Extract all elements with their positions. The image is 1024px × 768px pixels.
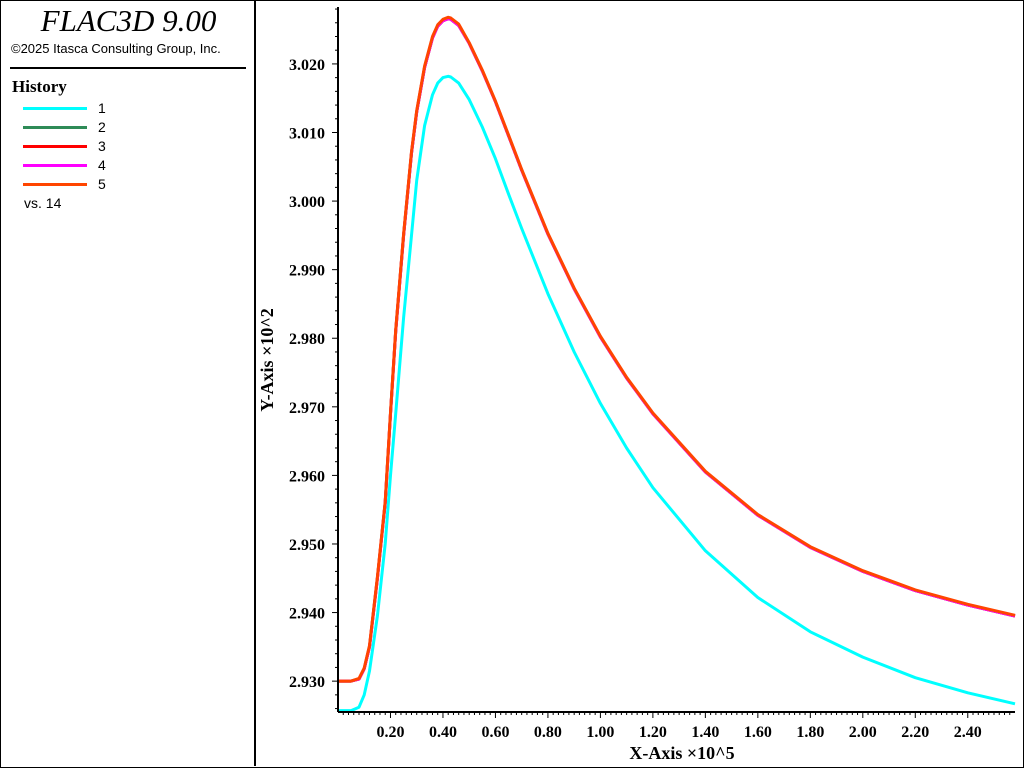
x-tick-label: 1.40 xyxy=(691,724,719,741)
app-title: FLAC3D 9.00 xyxy=(40,3,217,38)
legend-swatch-1 xyxy=(23,107,87,110)
legend-swatch-3 xyxy=(23,145,87,148)
copyright-text: ©2025 Itasca Consulting Group, Inc. xyxy=(11,41,221,56)
legend-label-3: 3 xyxy=(98,138,106,154)
legend-item-2: 2 xyxy=(23,118,223,136)
legend-item-3: 3 xyxy=(23,137,223,155)
y-tick-label: 3.000 xyxy=(289,194,325,211)
x-tick-label: 1.20 xyxy=(639,724,667,741)
series-group xyxy=(338,15,1016,713)
legend-swatch-2 xyxy=(23,126,87,129)
x-tick-label: 1.00 xyxy=(586,724,614,741)
title-divider xyxy=(10,67,246,69)
y-tick-label: 2.940 xyxy=(289,606,325,623)
ticks-group: 0.20 0.40 0.60 0.80 1.00 1.20 1.40 1.60 1.80 2.00… xyxy=(289,8,1011,741)
x-tick-label: 2.40 xyxy=(954,724,982,741)
x-tick-label: 1.80 xyxy=(796,724,824,741)
y-tick-label: 2.980 xyxy=(289,331,325,348)
legend-swatch-5 xyxy=(23,183,87,186)
legend-heading: History xyxy=(12,77,67,96)
legend-item-4: 4 xyxy=(23,156,223,174)
legend-vs-label: vs. 14 xyxy=(24,195,62,211)
y-tick-label: 3.020 xyxy=(289,57,325,74)
legend-label-5: 5 xyxy=(98,176,106,192)
x-tick-label: 2.00 xyxy=(849,724,877,741)
series-line-1 xyxy=(338,74,1016,713)
y-tick-label: 2.970 xyxy=(289,400,325,417)
axes-group xyxy=(337,7,1015,713)
y-axis-label: Y-Axis ×10^2 xyxy=(257,308,277,412)
legend-swatch-4 xyxy=(23,164,87,167)
series-line-5 xyxy=(338,15,1016,683)
x-tick-label: 2.20 xyxy=(901,724,929,741)
y-tick-label: 2.930 xyxy=(289,674,325,691)
legend-panel: FLAC3D 9.00 ©2025 Itasca Consulting Grou… xyxy=(1,1,256,766)
legend-item-5: 5 xyxy=(23,175,223,193)
x-axis-label: X-Axis ×10^5 xyxy=(629,743,734,763)
legend-item-1: 1 xyxy=(23,99,223,117)
legend-label-1: 1 xyxy=(98,100,106,116)
y-tick-label: 3.010 xyxy=(289,126,325,143)
series-line-2 xyxy=(338,17,1016,683)
y-tick-label: 2.960 xyxy=(289,468,325,485)
x-tick-label: 0.80 xyxy=(534,724,562,741)
x-tick-label: 0.60 xyxy=(481,724,509,741)
x-tick-label: 0.20 xyxy=(376,724,404,741)
series-line-3 xyxy=(338,17,1016,683)
legend-label-2: 2 xyxy=(98,119,106,135)
y-tick-label: 2.990 xyxy=(289,263,325,280)
y-tick-label: 2.950 xyxy=(289,537,325,554)
legend-label-4: 4 xyxy=(98,157,106,173)
x-tick-label: 1.60 xyxy=(744,724,772,741)
series-line-4 xyxy=(338,17,1016,683)
x-tick-label: 0.40 xyxy=(429,724,457,741)
